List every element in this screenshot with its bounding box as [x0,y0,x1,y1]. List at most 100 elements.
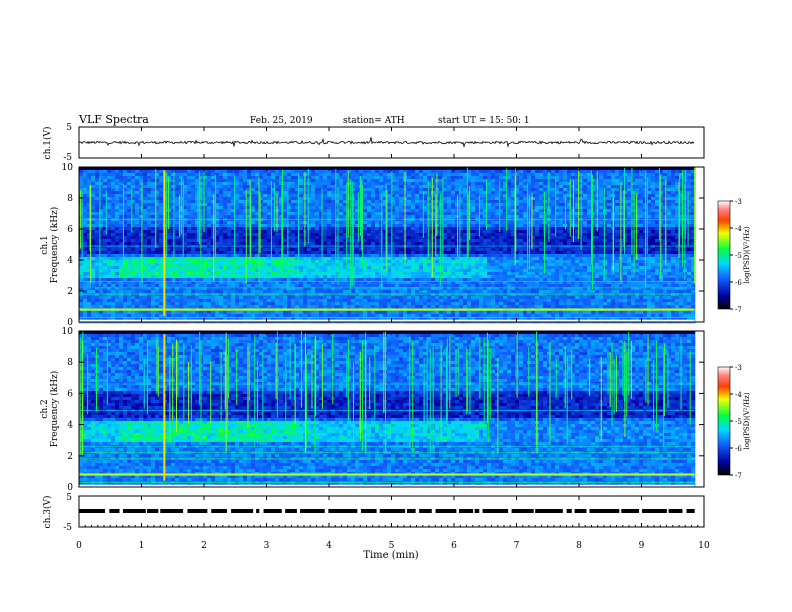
spectrogram-cell [447,272,452,276]
spectrogram-cell [311,182,316,186]
spectrogram-cell [427,179,432,183]
spectrogram-cell [431,215,436,219]
spectrogram-cell [283,311,288,315]
spectrogram-cell [231,224,236,228]
spectrogram-cell [355,209,360,213]
spectrogram-cell [375,203,380,207]
spectrogram-cell [155,206,160,210]
spectrogram-cell [267,275,272,279]
spectrogram-cell [355,293,360,297]
spectrogram-cell [191,188,196,192]
spectrogram-cell [347,245,352,249]
spectrogram-cell [391,191,396,195]
spectrogram-cell [359,170,364,174]
spectrogram-cell [443,206,448,210]
spectrogram-cell [115,194,120,198]
spectrogram-cell [87,293,92,297]
spectrogram-cell [203,236,208,240]
spectrogram-cell [135,239,140,243]
spectrogram-cell [123,185,128,189]
spectrogram-cell [223,266,228,270]
spectrogram-cell [375,188,380,192]
spectrogram-cell [151,212,156,216]
spectrogram-cell [259,284,264,288]
spectrogram-cell [111,185,116,189]
spectrogram-cell [255,263,260,267]
spectrogram-cell [203,287,208,291]
spectrogram-cell [391,266,396,270]
spectrogram-cell [263,287,268,291]
spectrogram-cell [235,185,240,189]
spectrogram-cell [395,266,400,270]
spectrogram-cell [175,230,180,234]
spectrogram-cell [267,191,272,195]
spectrogram-cell [167,296,172,300]
spectrogram-cell [443,179,448,183]
spectrogram-cell [291,296,296,300]
spectrogram-cell [319,167,324,171]
spectrogram-cell [271,314,276,318]
spectrogram-cell [231,290,236,294]
spectrogram-cell [171,251,176,255]
spectrogram-cell [435,248,440,252]
spectrogram-cell [431,266,436,270]
spectrogram-cell [299,263,304,267]
spectrogram-cell [223,194,228,198]
spectrogram-cell [211,305,216,309]
spectrogram-cell [355,233,360,237]
spectrogram-cell [203,212,208,216]
spectrogram-cell [147,179,152,183]
spectrogram-cell [315,221,320,225]
spectrogram-cell [447,269,452,273]
spectrogram-cell [211,275,216,279]
spectrogram-cell [119,212,124,216]
spectrogram-cell [223,185,228,189]
spectrogram-cell [375,236,380,240]
spectrogram-cell [155,272,160,276]
spectrogram-cell [139,314,144,318]
spectrogram-cell [91,236,96,240]
spectrogram-cell [359,263,364,267]
spectrogram-cell [279,287,284,291]
spectrogram-cell [131,287,136,291]
spectrogram-cell [143,239,148,243]
spectrogram-cell [347,305,352,309]
spectrogram-cell [315,224,320,228]
spectrogram-cell [427,275,432,279]
spectrogram-cell [227,203,232,207]
spectrogram-cell [243,197,248,201]
spectrogram-cell [247,299,252,303]
spectrogram-cell [267,245,272,249]
spectrogram-cell [243,248,248,252]
spectrogram-cell [255,266,260,270]
spectrogram-cell [283,194,288,198]
spectrogram-cell [315,290,320,294]
spectrogram-cell [339,182,344,186]
spectrogram-cell [307,191,312,195]
spectrogram-cell [415,224,420,228]
spectrogram-cell [211,242,216,246]
spectrogram-cell [363,284,368,288]
spectrogram-cell [191,269,196,273]
spectrogram-cell [307,179,312,183]
spectrogram-cell [355,302,360,306]
spectrogram-cell [259,299,264,303]
spectrogram-cell [219,176,224,180]
spectrogram-cell [335,185,340,189]
spectrogram-cell [375,311,380,315]
spectrogram-cell [319,278,324,282]
spectrogram-cell [131,221,136,225]
spectrogram-cell [299,185,304,189]
spectrogram-cell [111,260,116,264]
spectrogram-cell [431,167,436,171]
spectrogram-cell [331,170,336,174]
spectrogram-cell [147,206,152,210]
spectrogram-cell [459,176,464,180]
spectrogram-cell [183,230,188,234]
spectrogram-cell [419,239,424,243]
spectrogram-cell [135,185,140,189]
spectrogram-cell [375,272,380,276]
spectrogram-cell [239,254,244,258]
spectrogram-cell [207,311,212,315]
spectrogram-cell [239,239,244,243]
